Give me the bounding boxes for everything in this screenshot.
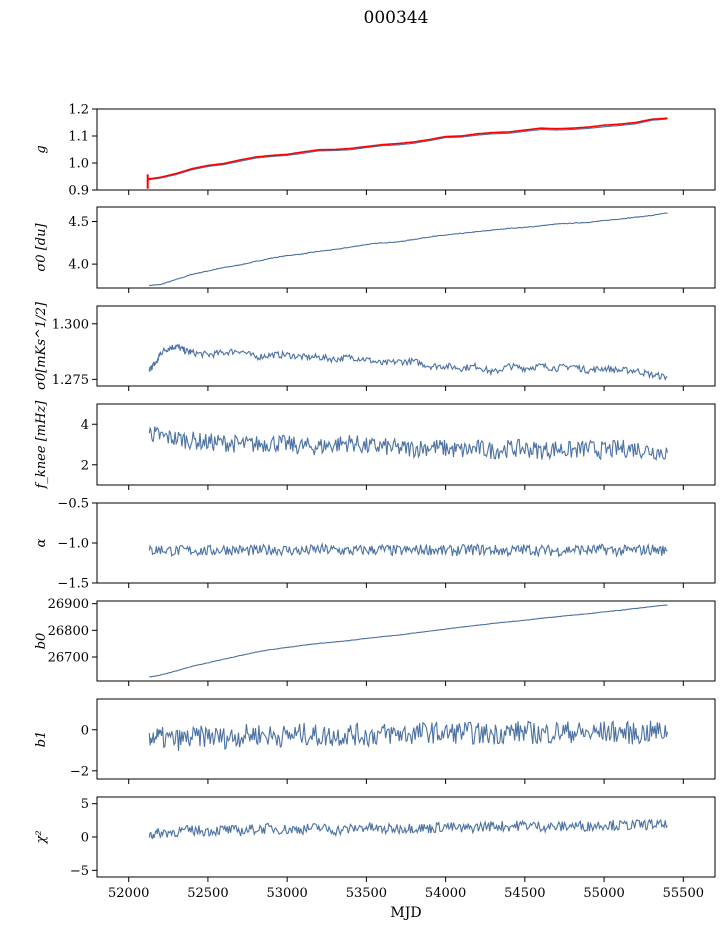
ytick-label-b0: 26900 <box>48 597 89 612</box>
ylabel-sigma0_mK: σ0[mKs^1/2] <box>34 301 49 390</box>
xlabel: MJD <box>390 905 421 921</box>
panel-sigma0_du: 4.0 4.5 σ0 [du] <box>34 206 716 293</box>
panel-alpha: −1.5 −1.0 −0.5 α <box>34 497 716 592</box>
ytick-label-g: 1.2 <box>68 103 89 118</box>
series-line-sigma0_du-0 <box>148 212 668 287</box>
xtick-label: 53500 <box>346 886 387 901</box>
ytick-label-b0: 26800 <box>48 624 89 639</box>
ylabel-b1: b1 <box>34 731 49 748</box>
xtick-label: 55500 <box>663 886 704 901</box>
ytick-label-b1: 0 <box>81 723 89 738</box>
axes-frame-b0 <box>96 600 716 682</box>
ytick-label-g: 0.9 <box>68 184 89 199</box>
panel-g: 0.9 1.0 1.1 1.2 g <box>34 103 716 199</box>
ylabel-chi2: χ² <box>34 830 49 844</box>
axes-frame-sigma0_du <box>96 206 716 289</box>
ytick-label-alpha: −1.5 <box>57 577 89 592</box>
ytick-label-b0: 26700 <box>48 651 89 666</box>
panel-b0: 26700 26800 26900 b0 <box>34 597 716 686</box>
series-line-chi2-0 <box>148 818 668 840</box>
series-line-b0-0 <box>149 604 668 678</box>
ytick-label-g: 1.0 <box>68 157 89 172</box>
series-line-g-1 <box>146 117 668 180</box>
ytick-label-chi2: 5 <box>81 797 89 812</box>
ylabel-sigma0_du: σ0 [du] <box>34 223 49 272</box>
ylabel-fknee: f_knee [mHz] <box>34 400 49 490</box>
series-line-b1-0 <box>148 720 669 751</box>
ylabel-g: g <box>34 145 49 153</box>
ytick-label-g: 1.1 <box>68 130 89 145</box>
ytick-label-sigma0_du: 4.0 <box>68 258 89 273</box>
ytick-label-chi2: 0 <box>81 831 89 846</box>
ylabel-alpha: α <box>34 538 49 547</box>
panel-chi2: −5 0 5 χ² <box>34 796 716 882</box>
ytick-label-sigma0_du: 4.5 <box>68 215 89 230</box>
xtick-label: 52000 <box>108 886 149 901</box>
ytick-label-b1: −2 <box>70 764 89 779</box>
series-line-alpha-0 <box>148 542 668 558</box>
figure-title: 000344 <box>364 8 429 28</box>
axes-frame-chi2 <box>96 796 716 878</box>
axes-frame-alpha <box>96 502 716 584</box>
ytick-label-chi2: −5 <box>70 864 89 879</box>
series-line-sigma0_mK-0 <box>148 343 668 381</box>
series-line-fknee-0 <box>148 426 669 462</box>
xtick-label: 52500 <box>187 886 228 901</box>
axes-frame-fknee <box>96 403 716 486</box>
axes-frame-b1 <box>96 698 716 780</box>
ytick-label-fknee: 4 <box>81 418 89 433</box>
xtick-label: 54500 <box>504 886 545 901</box>
xtick-label: 53000 <box>266 886 307 901</box>
ytick-label-alpha: −0.5 <box>57 497 89 512</box>
series-line-g-0 <box>146 118 668 181</box>
panel-b1: −2 0 b1 <box>34 698 716 784</box>
panel-fknee: 2 4 f_knee [mHz] <box>34 400 716 490</box>
ytick-label-alpha: −1.0 <box>57 537 89 552</box>
ylabel-b0: b0 <box>34 633 49 650</box>
ytick-label-fknee: 2 <box>81 458 89 473</box>
xtick-label: 54000 <box>425 886 466 901</box>
ytick-label-sigma0_mK: 1.300 <box>52 317 89 332</box>
axes-frame-g <box>96 108 716 191</box>
ytick-label-sigma0_mK: 1.275 <box>52 373 89 388</box>
axes-frame-sigma0_mK <box>96 305 716 387</box>
xtick-label: 55000 <box>583 886 624 901</box>
